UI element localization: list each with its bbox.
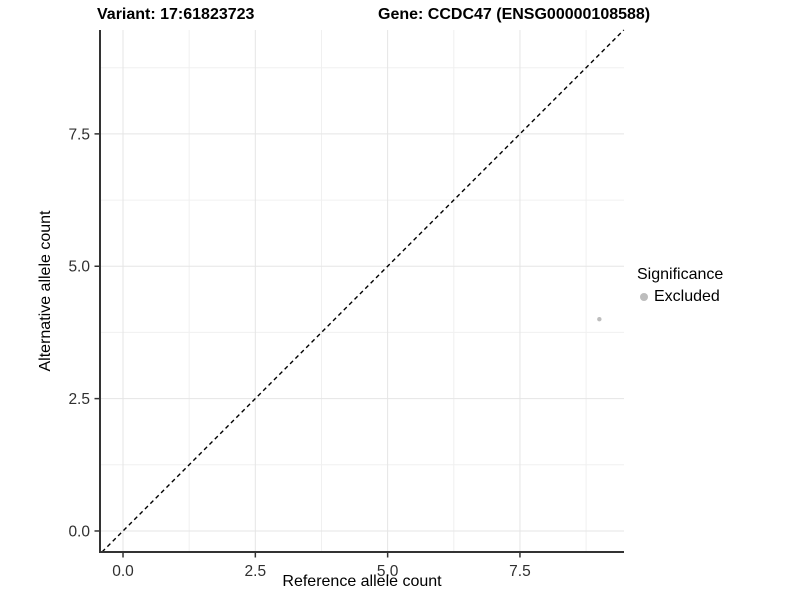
x-tick-label: 2.5 xyxy=(245,563,267,580)
y-axis-title: Alternative allele count xyxy=(37,210,54,372)
y-tick-label: 5.0 xyxy=(68,259,90,276)
x-tick-label: 5.0 xyxy=(377,563,399,580)
gene-title: Gene: CCDC47 (ENSG00000108588) xyxy=(378,6,651,23)
identity-dashed-line xyxy=(101,29,625,553)
y-tick-label: 7.5 xyxy=(68,126,90,143)
x-tick-label: 7.5 xyxy=(509,563,531,580)
y-tick-label: 2.5 xyxy=(68,391,90,408)
legend-item-label: Excluded xyxy=(654,288,720,305)
x-tick-label: 0.0 xyxy=(112,563,134,580)
legend-title: Significance xyxy=(637,266,724,283)
legend-item-excluded: Excluded xyxy=(637,288,723,306)
x-axis-title: Reference allele count xyxy=(282,573,442,590)
data-point xyxy=(597,316,602,322)
variant-title: Variant: 17:61823723 xyxy=(97,6,255,23)
legend: Significance Excluded xyxy=(637,266,723,306)
legend-point-icon xyxy=(640,293,648,301)
y-tick-label: 0.0 xyxy=(68,523,90,540)
